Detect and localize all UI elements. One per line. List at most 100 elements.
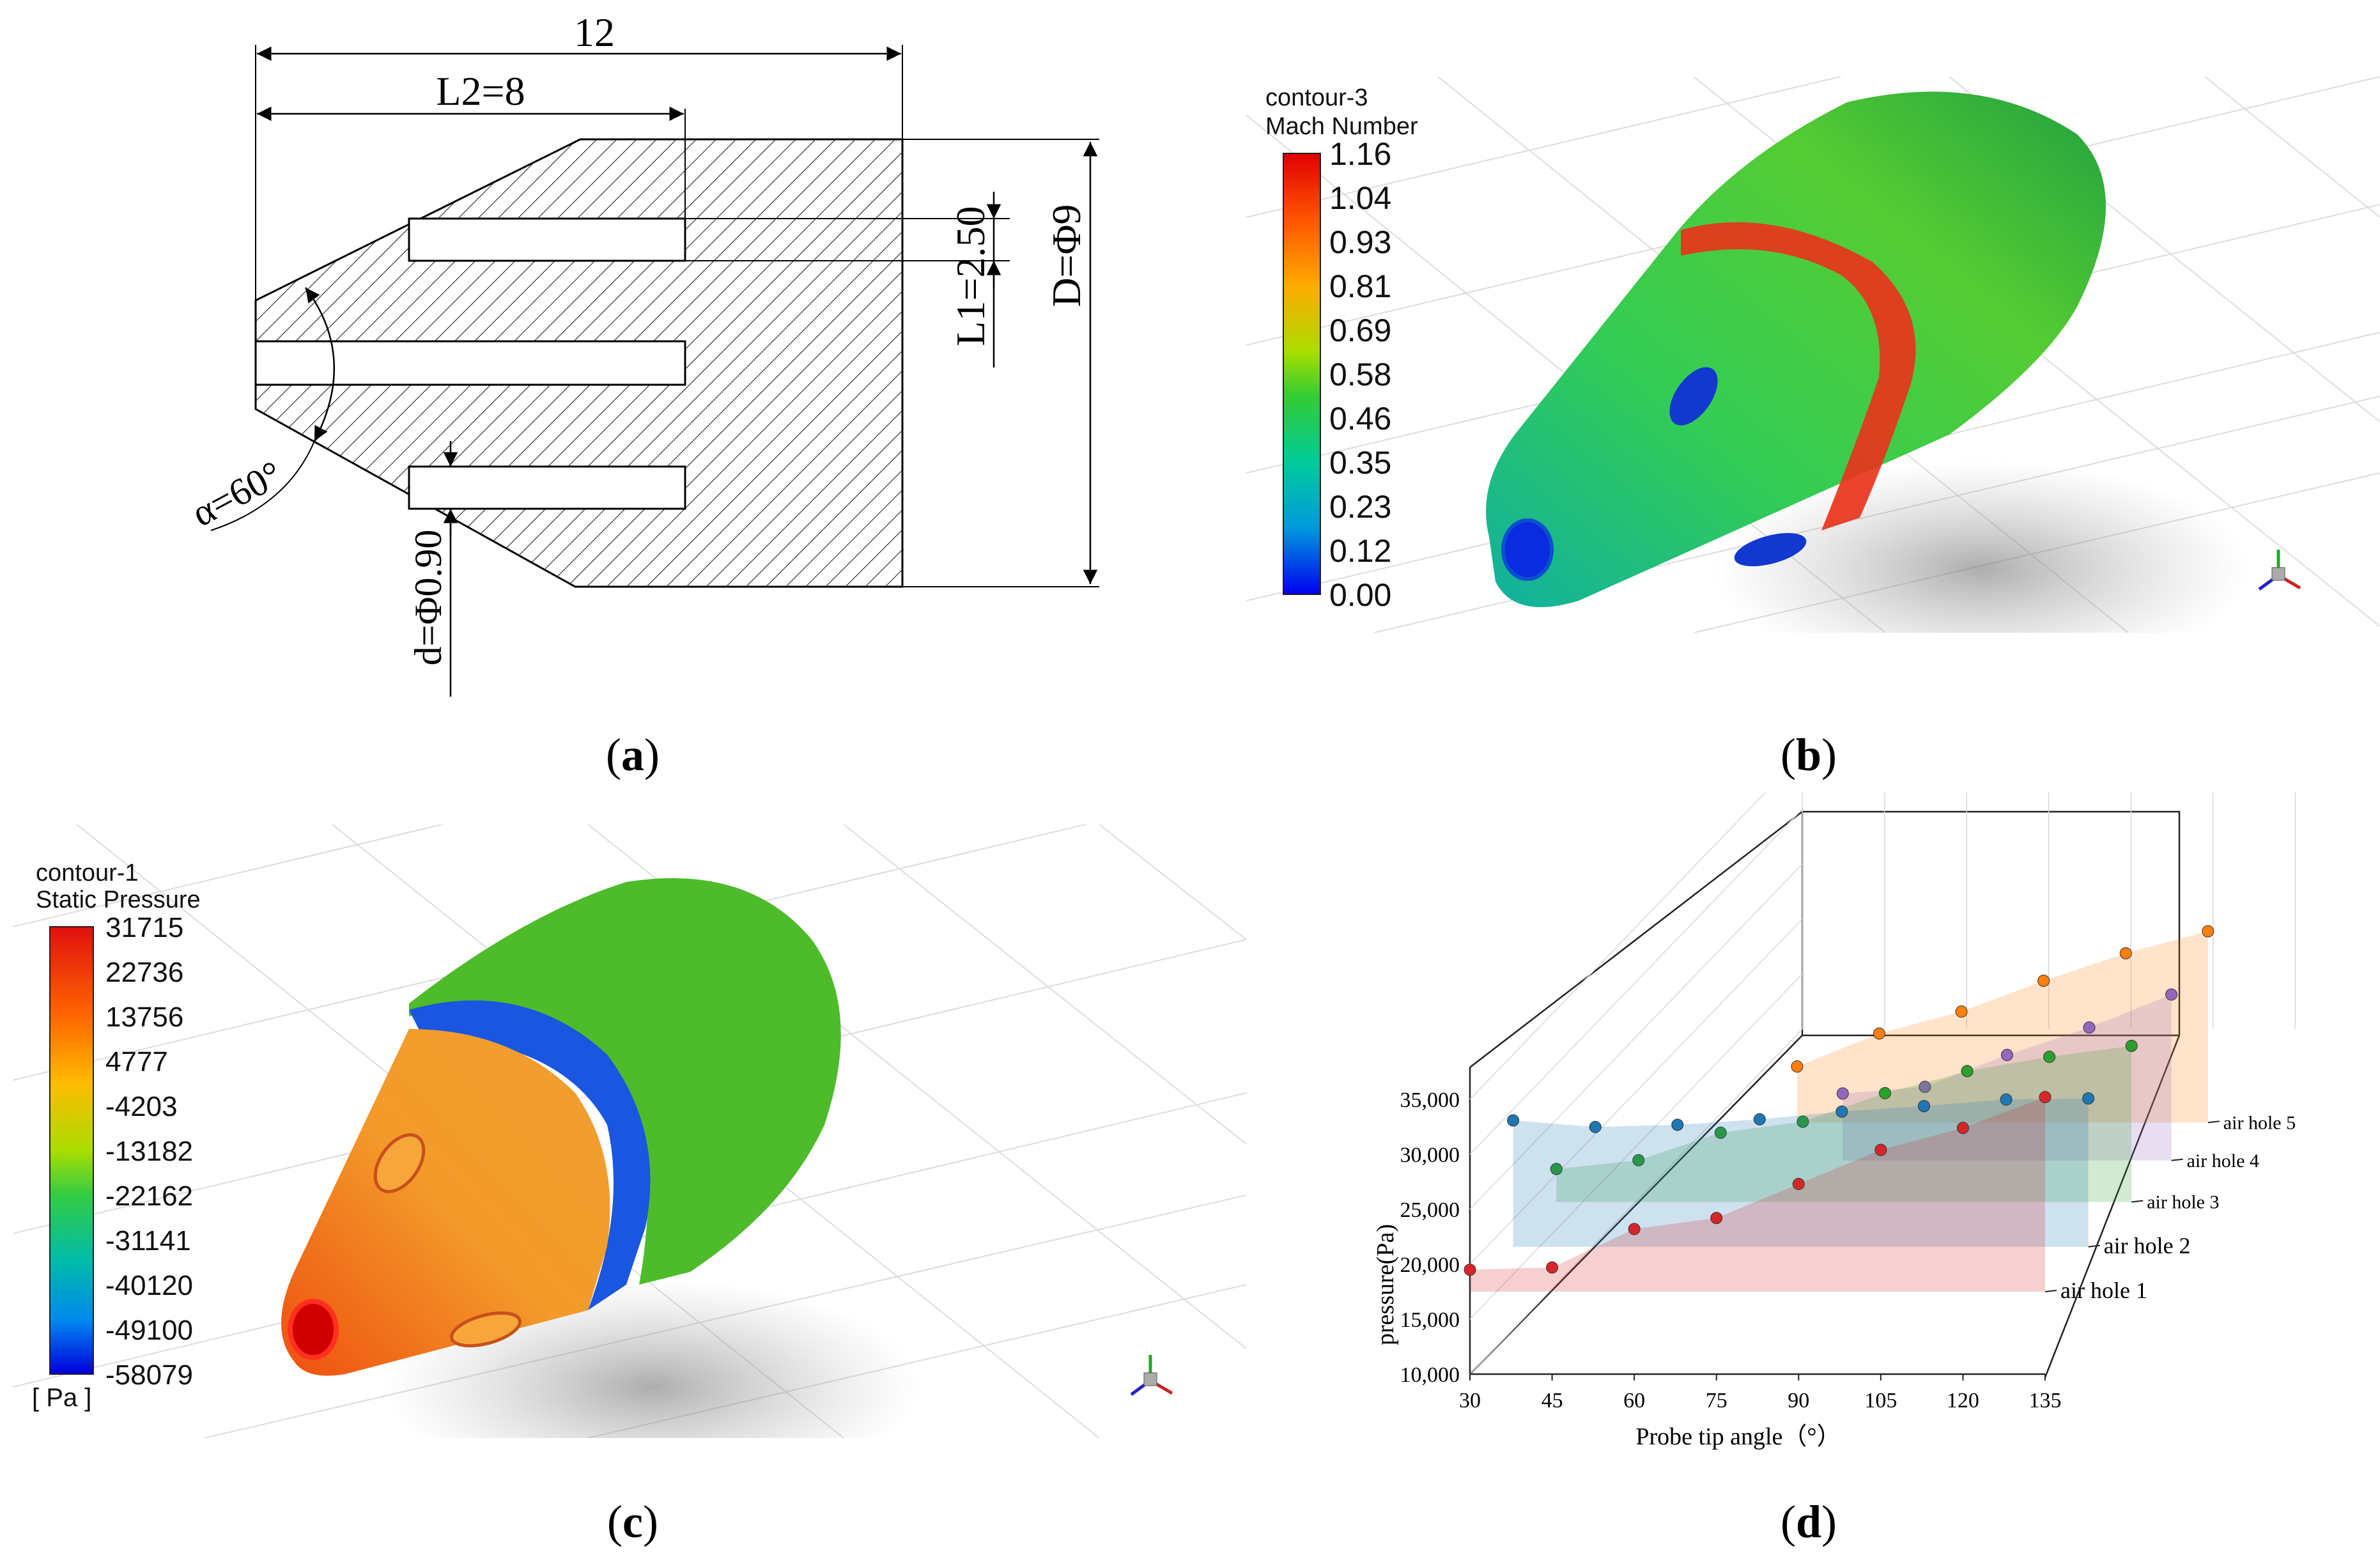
mach-colorbar-tick-label: 0.23 xyxy=(1329,489,1391,525)
data-point xyxy=(1628,1223,1641,1235)
mach-colorbar-tick-label: 0.69 xyxy=(1329,313,1391,348)
mach-colorbar-tick-label: 0.12 xyxy=(1329,533,1391,569)
pressure-colorbar-tick-label: -4203 xyxy=(105,1091,178,1122)
data-point xyxy=(1961,1065,1974,1078)
x-tick-label: 75 xyxy=(1706,1389,1727,1412)
pressure-contour-title: contour-1 xyxy=(36,860,139,886)
data-point xyxy=(2165,988,2178,1001)
low-pressure-band xyxy=(409,1000,651,1310)
pressure-colorbar-tick-label: 31715 xyxy=(105,912,183,943)
pressure-colorbar xyxy=(49,926,94,1375)
data-point xyxy=(2083,1021,2096,1034)
x-tick-label: 30 xyxy=(1459,1389,1481,1412)
series-area xyxy=(1797,931,2208,1123)
air-hole-front xyxy=(1501,518,1554,581)
series-label: air hole 5 xyxy=(2223,1112,2296,1133)
mach-contour-variable: Mach Number xyxy=(1265,113,1418,140)
dim-arc-alpha xyxy=(304,287,336,442)
axis-triad-icon xyxy=(2258,550,2301,591)
series-area xyxy=(1556,1046,2132,1202)
probe-cone-pressure xyxy=(281,1029,610,1376)
probe-drawing: 12 L2=8 D=Φ9 L1=2.50 α=60° d=Φ0.90 xyxy=(185,10,1099,697)
data-point xyxy=(1835,1105,1848,1118)
pressure-colorbar-tick-label: -58079 xyxy=(105,1359,193,1391)
pressure-colorbar-tick-label: 4777 xyxy=(105,1046,168,1078)
series-label: air hole 3 xyxy=(2147,1192,2219,1213)
mach-colorbar-tick-label: 0.58 xyxy=(1329,357,1391,392)
data-point xyxy=(2039,1091,2052,1104)
data-point xyxy=(2125,1039,2138,1052)
data-point xyxy=(1878,1087,1891,1099)
series-label: air hole 4 xyxy=(2187,1150,2259,1172)
series-label: air hole 2 xyxy=(2104,1233,2191,1258)
pressure-colorbar-tick-label: -49100 xyxy=(105,1315,193,1346)
mach-colorbar-tick-label: 0.93 xyxy=(1329,224,1391,260)
air-channel-center xyxy=(254,340,686,386)
pressure-contour-variable: Static Pressure xyxy=(36,886,201,913)
y-tick-label: 10,000 xyxy=(1400,1363,1460,1387)
pressure-contour-render: contour-1 Static Pressure 31715 22736 1375… xyxy=(13,824,1246,1438)
air-hole-side-upper-c xyxy=(373,1133,426,1193)
pressure-colorbar-tick-label: -40120 xyxy=(105,1270,193,1301)
y-tick-label: 30,000 xyxy=(1400,1143,1460,1167)
mach-colorbar-tick-label: 1.04 xyxy=(1329,180,1391,216)
dim-l2: L2=8 xyxy=(436,68,525,114)
data-point xyxy=(1464,1264,1476,1276)
dim-total-length: 12 xyxy=(574,10,615,55)
air-hole-side-lower-c xyxy=(450,1311,522,1348)
mach-colorbar-tick-label: 0.00 xyxy=(1329,577,1391,613)
data-point xyxy=(1632,1154,1645,1166)
series-area xyxy=(1513,1098,2089,1247)
y-tick-label: 20,000 xyxy=(1400,1253,1460,1277)
y-axis-label: pressure(Pa) xyxy=(1372,1224,1399,1345)
data-point xyxy=(2119,947,2132,960)
data-point xyxy=(1956,1122,1969,1134)
series-2: air hole 2 xyxy=(1507,1092,2191,1258)
data-point xyxy=(1873,1027,1886,1040)
pressure-colorbar-tick-label: 13756 xyxy=(105,1002,183,1033)
x-tick-label: 90 xyxy=(1788,1389,1809,1412)
data-point xyxy=(2037,975,2050,987)
panel-label-a: (a) xyxy=(606,729,660,780)
data-point xyxy=(1710,1212,1723,1225)
axis-triad-icon-c xyxy=(1130,1355,1173,1396)
series-area xyxy=(1470,1097,2045,1292)
data-point xyxy=(2202,925,2214,938)
pressure-colorbar-tick-label: -22162 xyxy=(105,1180,193,1212)
panel-label-b: (b) xyxy=(1780,729,1837,780)
y-tick-label: 35,000 xyxy=(1400,1088,1460,1112)
mach-colorbar-tick-label: 0.46 xyxy=(1329,401,1391,437)
x-tick-label: 120 xyxy=(1947,1389,1979,1412)
air-hole-side-lower xyxy=(1734,532,1807,567)
data-point xyxy=(2000,1093,2013,1106)
data-point xyxy=(1507,1114,1520,1127)
series-area xyxy=(1843,994,2172,1161)
data-point xyxy=(1589,1120,1602,1133)
panel-label-c: (c) xyxy=(607,1496,658,1547)
data-point xyxy=(1797,1115,1809,1128)
air-hole-side-upper xyxy=(1669,367,1718,426)
series-5: air hole 5 xyxy=(1791,925,2296,1133)
dim-cone-angle: α=60° xyxy=(185,453,289,534)
data-point xyxy=(1546,1261,1559,1274)
air-hole-front-c xyxy=(288,1299,339,1360)
x-axis-label: Probe tip angle（°） xyxy=(1635,1423,1841,1450)
data-point xyxy=(1791,1060,1804,1073)
air-channel-lower xyxy=(408,465,686,510)
pressure-colorbar-tick-label: 22736 xyxy=(105,957,183,988)
data-point xyxy=(1550,1163,1563,1175)
mach-colorbar-tick-label: 0.81 xyxy=(1329,268,1391,304)
pressure-colorbar-tick-label: -13182 xyxy=(105,1136,193,1167)
dim-l1: L1=2.50 xyxy=(948,206,993,346)
data-point xyxy=(1874,1143,1887,1156)
data-point xyxy=(1792,1177,1805,1190)
mach-colorbar-tick-label: 1.16 xyxy=(1329,136,1391,172)
data-point xyxy=(2043,1051,2056,1064)
probe-rear-pressure xyxy=(409,878,841,1285)
data-point xyxy=(1955,1005,1968,1018)
shock-band xyxy=(1681,222,1916,530)
mach-contour-title: contour-3 xyxy=(1265,84,1368,111)
dim-hole-diameter: d=Φ0.90 xyxy=(407,530,449,666)
series-4: air hole 4 xyxy=(1836,988,2259,1172)
series-1: air hole 1 xyxy=(1464,1091,2147,1303)
